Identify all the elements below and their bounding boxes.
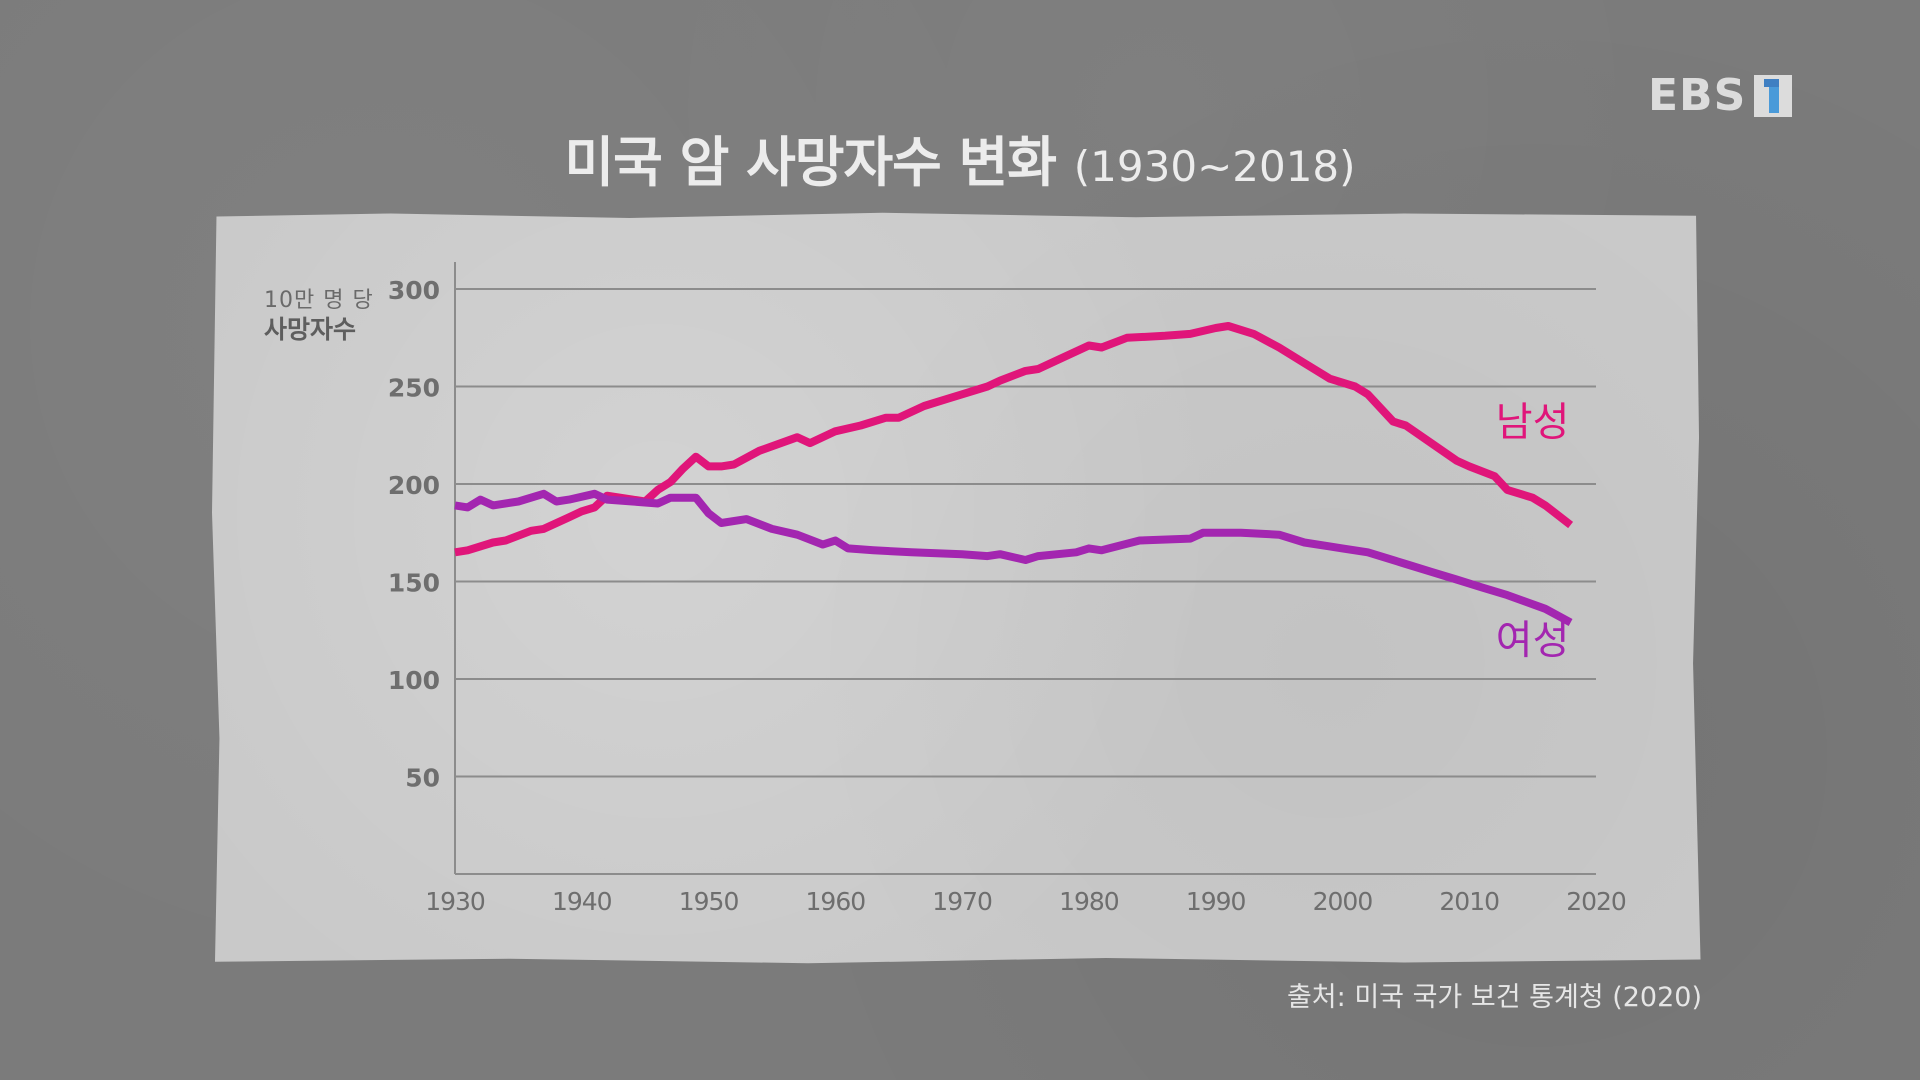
axes xyxy=(454,262,1596,875)
y-tick-label: 300 xyxy=(388,276,440,305)
y-tick-labels: 50 100 150 200 250 300 xyxy=(388,276,440,793)
female-label: 여성 xyxy=(1496,618,1570,664)
x-tick-label: 1930 xyxy=(425,887,485,916)
x-tick-label: 1940 xyxy=(552,887,612,916)
x-tick-label: 1970 xyxy=(932,887,992,916)
chart-title: 미국 암 사망자수 변화 (1930~2018) xyxy=(0,118,1920,197)
gridlines xyxy=(455,288,1596,778)
y-tick-label: 150 xyxy=(388,569,440,598)
male-line xyxy=(454,322,1574,557)
x-tick-label: 1950 xyxy=(679,887,739,916)
chart-paper xyxy=(212,212,1701,964)
y-tick-label: 200 xyxy=(388,471,440,500)
title-main: 미국 암 사망자수 변화 xyxy=(564,131,1057,194)
y-tick-label: 250 xyxy=(388,374,440,403)
data-lines xyxy=(454,322,1574,627)
source-caption: 출처: 미국 국가 보건 통계청 (2020) xyxy=(1286,982,1702,1013)
x-tick-label: 1980 xyxy=(1059,887,1119,916)
x-tick-label: 2020 xyxy=(1566,887,1626,916)
female-line xyxy=(454,489,1573,627)
y-tick-label: 100 xyxy=(388,666,440,695)
x-tick-label: 2000 xyxy=(1313,887,1373,916)
x-tick-label: 1990 xyxy=(1186,887,1246,916)
y-unit-label: 10만 명 당 xyxy=(264,288,374,313)
male-label: 남성 xyxy=(1496,399,1570,445)
y-tick-label: 50 xyxy=(405,764,440,793)
x-tick-label: 1960 xyxy=(806,887,866,916)
x-tick-labels: 1930 1940 1950 1960 1970 1980 1990 2000 2010 2020 xyxy=(425,887,1627,916)
title-range: (1930~2018) xyxy=(1073,142,1356,191)
y-axis-label: 사망자수 xyxy=(264,315,357,344)
ebs-logo: EBS xyxy=(1648,70,1793,121)
logo-text: EBS xyxy=(1648,70,1747,121)
ebs-1-channel-icon xyxy=(1754,75,1793,117)
x-tick-label: 2010 xyxy=(1439,887,1499,916)
